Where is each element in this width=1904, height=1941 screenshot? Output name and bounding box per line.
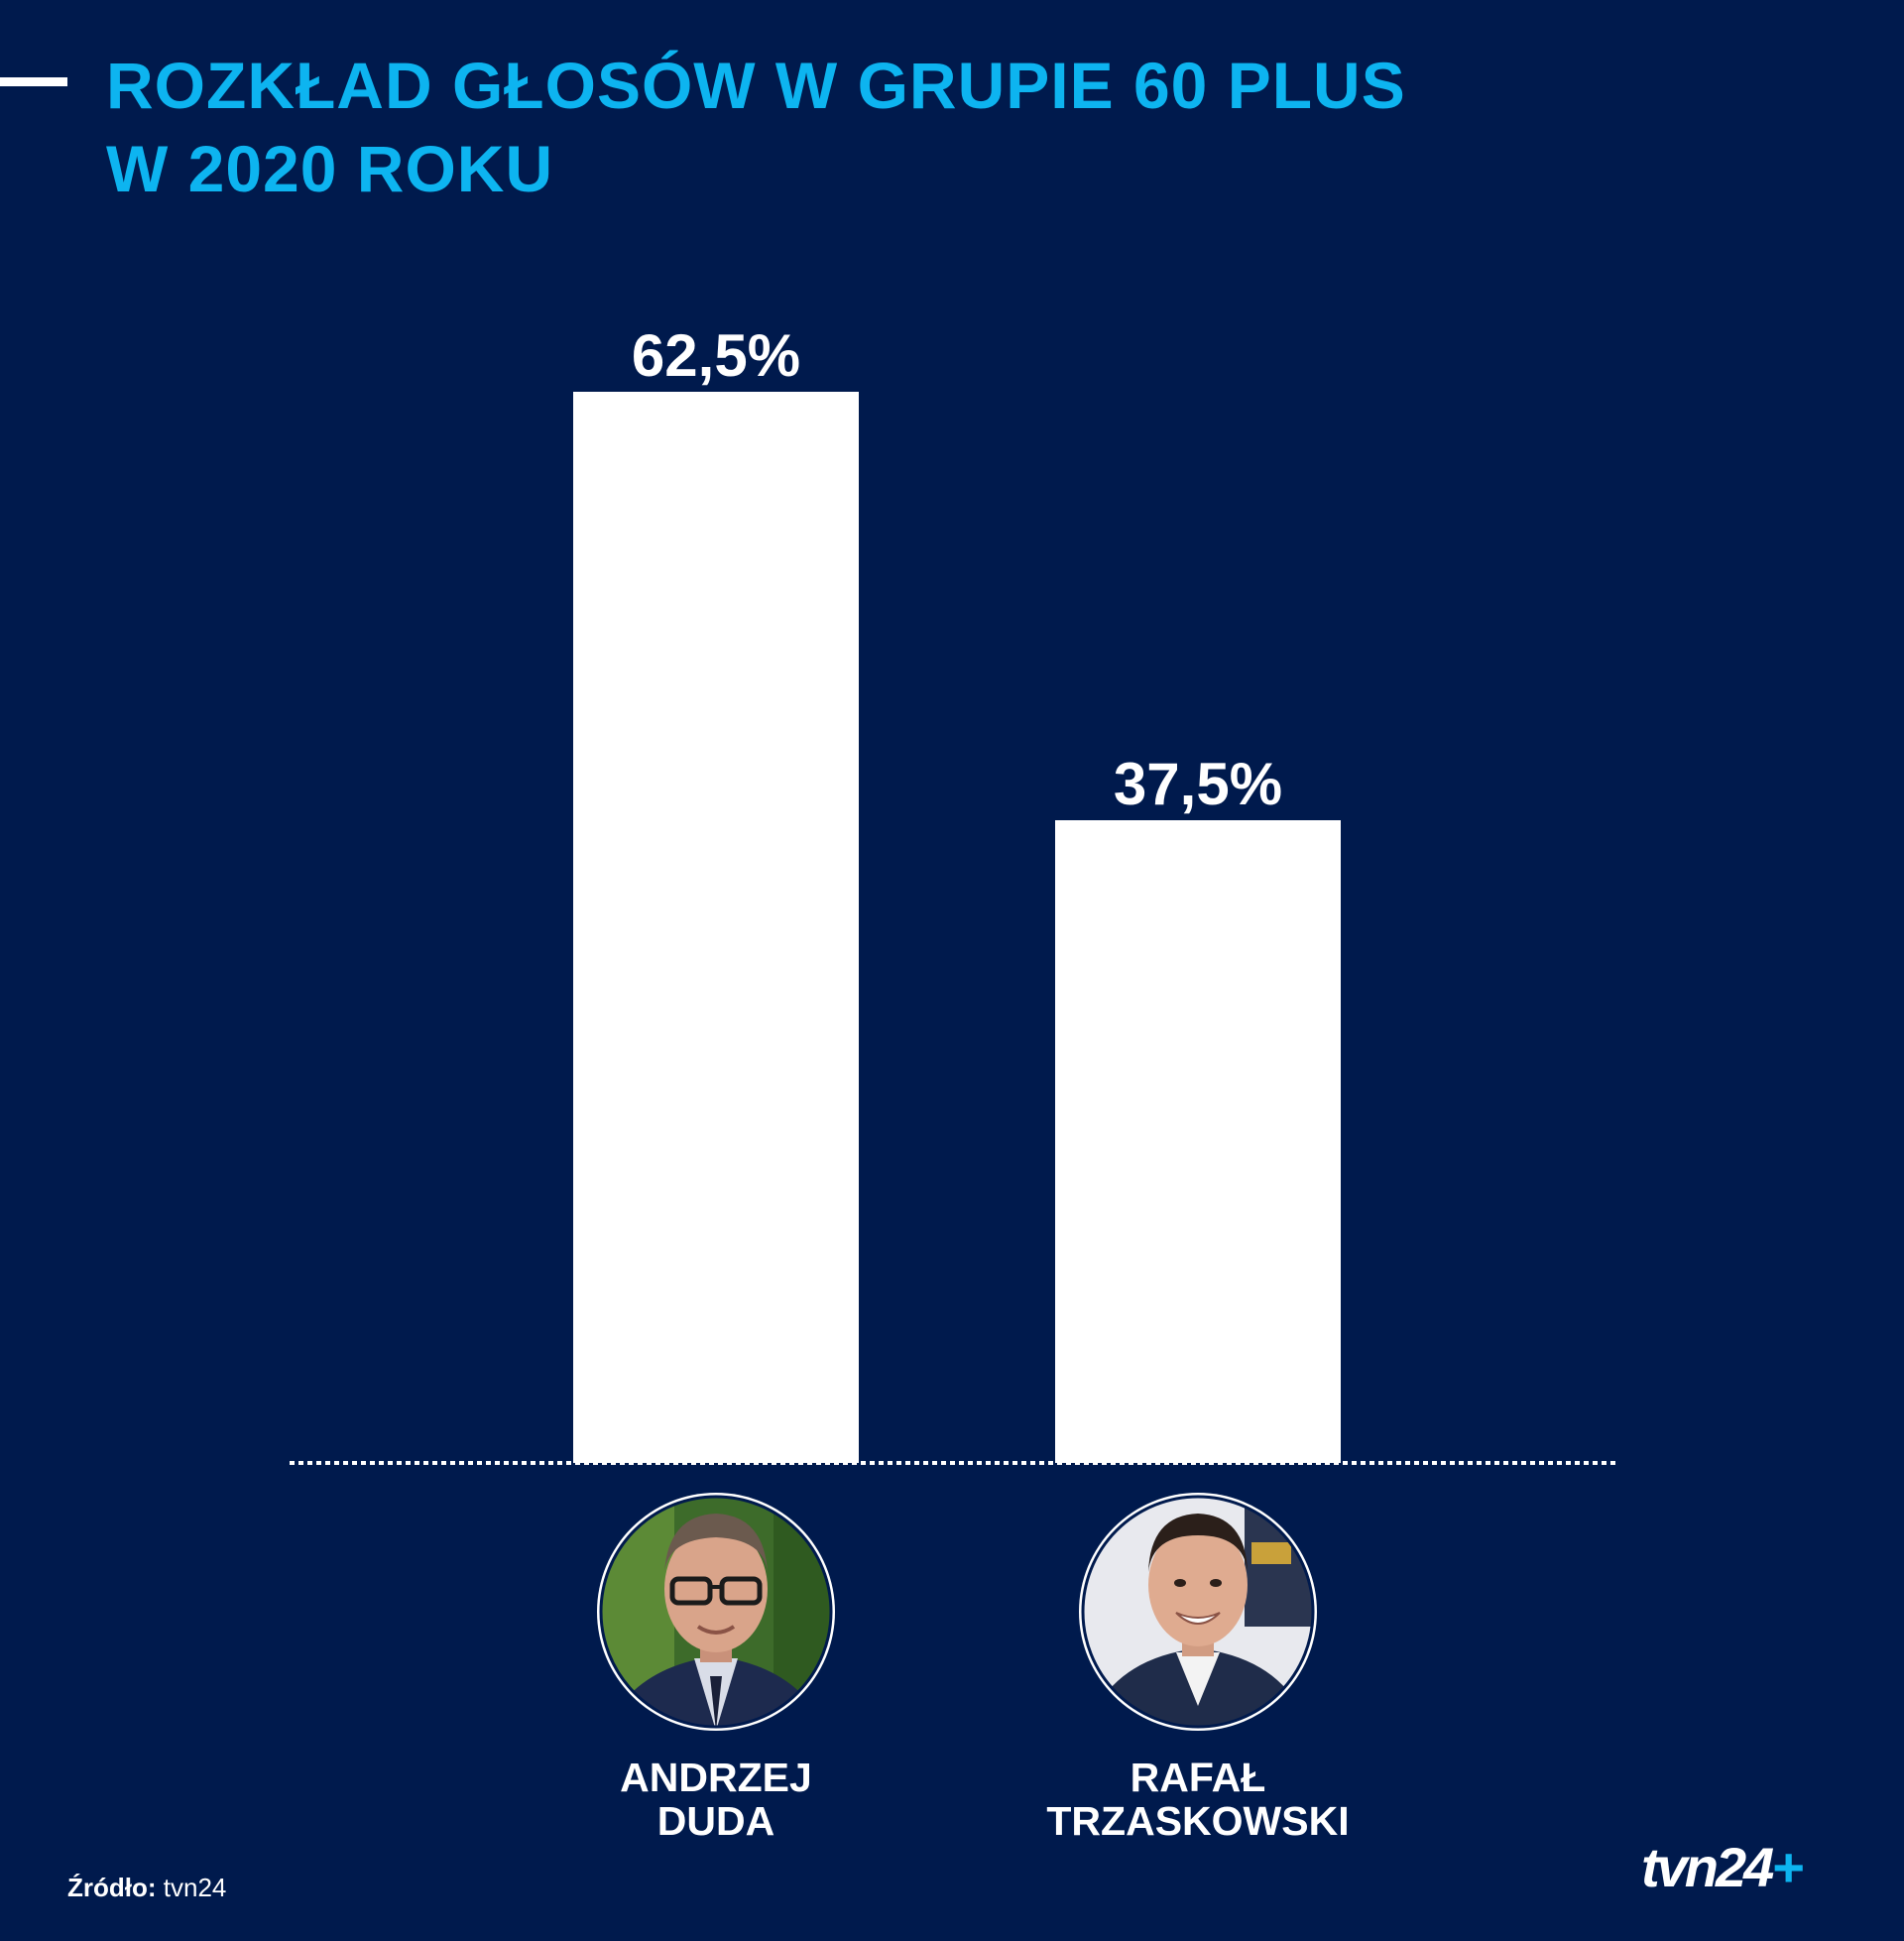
bar-andrzej-duda	[573, 392, 859, 1463]
avatar-andrzej-duda	[597, 1493, 835, 1731]
source-note: Źródło: tvn24	[67, 1873, 226, 1903]
source-label: Źródło:	[67, 1873, 157, 1902]
chart-title-line-1: ROZKŁAD GŁOSÓW W GRUPIE 60 PLUS	[106, 49, 1406, 122]
avatar-rafal-trzaskowski	[1079, 1493, 1317, 1731]
name-label-andrzej-duda-line-1: ANDRZEJ	[620, 1755, 812, 1800]
bar-rafal-trzaskowski	[1055, 820, 1341, 1463]
andrzej-duda-photo	[601, 1497, 831, 1727]
value-label-andrzej-duda: 62,5%	[632, 322, 800, 389]
title-dash	[0, 77, 67, 86]
source-value: tvn24	[163, 1873, 227, 1902]
rafal-trzaskowski-photo	[1083, 1497, 1313, 1727]
logo-plus-icon: +	[1771, 1836, 1804, 1898]
name-label-andrzej-duda-line-2: DUDA	[657, 1798, 774, 1844]
logo-text: tvn24	[1641, 1836, 1774, 1898]
name-label-rafal-trzaskowski-line-1: RAFAŁ	[1130, 1755, 1266, 1800]
chart-title: ROZKŁAD GŁOSÓW W GRUPIE 60 PLUS W 2020 R…	[106, 44, 1594, 210]
chart-title-line-2: W 2020 ROKU	[106, 132, 554, 205]
name-label-rafal-trzaskowski-line-2: TRZASKOWSKI	[1046, 1798, 1349, 1844]
tvn24-logo: tvn24+	[1641, 1835, 1804, 1899]
value-label-rafal-trzaskowski: 37,5%	[1114, 751, 1282, 817]
